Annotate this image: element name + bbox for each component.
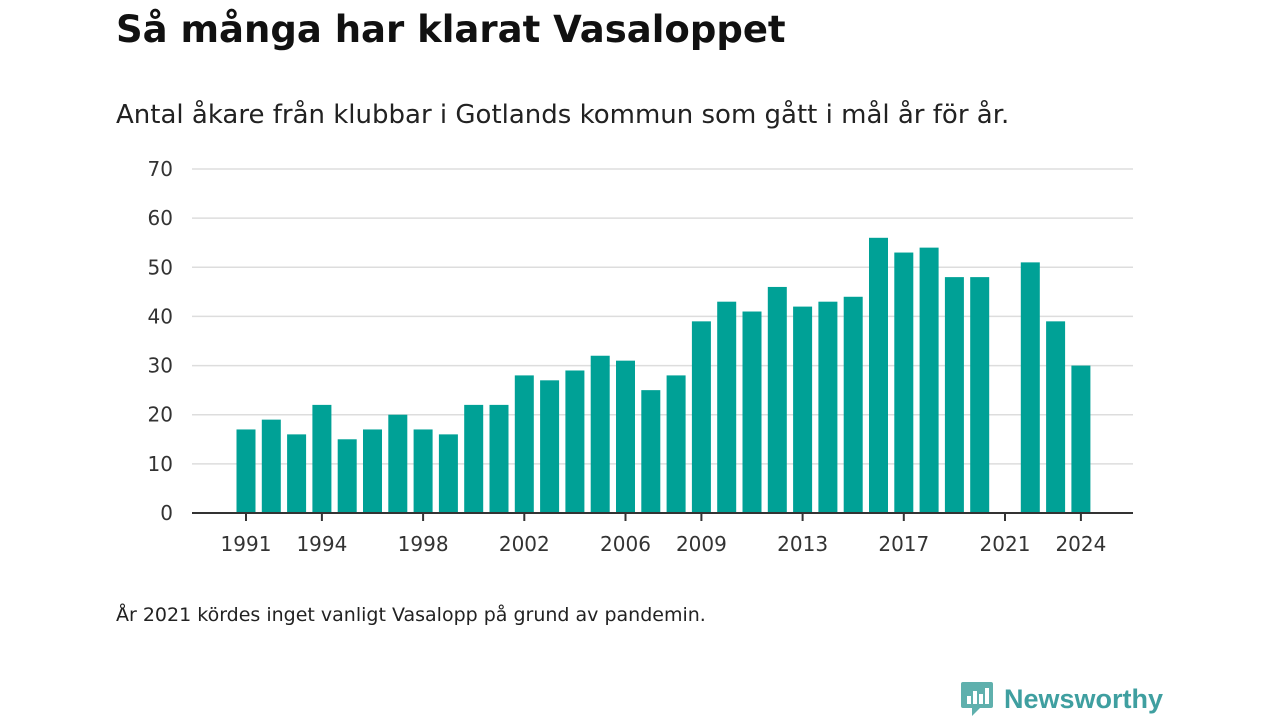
bar-2006 — [616, 360, 635, 513]
x-tick-label: 2021 — [980, 532, 1031, 556]
x-tick-label: 1998 — [398, 532, 449, 556]
bar-2014 — [818, 301, 838, 513]
y-tick-label: 20 — [148, 403, 173, 427]
bar-2011 — [742, 311, 762, 513]
brand-logo: Newsworthy — [960, 680, 1163, 718]
bar-1996 — [363, 429, 382, 513]
chart-title: Så många har klarat Vasaloppet — [116, 8, 786, 51]
y-tick-label: 0 — [160, 501, 173, 525]
bar-1993 — [287, 434, 307, 513]
y-tick-label: 60 — [148, 206, 173, 230]
newsworthy-logo-icon — [961, 682, 993, 716]
bar-2012 — [767, 286, 787, 513]
x-tick-label: 1991 — [221, 532, 272, 556]
x-tick-label: 2017 — [878, 532, 929, 556]
y-tick-label: 10 — [148, 452, 173, 476]
bar-2002 — [514, 375, 534, 513]
bar-2022 — [1020, 262, 1040, 513]
bar-2003 — [540, 380, 560, 513]
x-tick-label: 2013 — [777, 532, 828, 556]
bar-1991 — [236, 429, 256, 513]
bar-2015 — [843, 296, 863, 513]
bar-2016 — [869, 237, 888, 514]
bar-2023 — [1046, 321, 1066, 513]
bar-2018 — [919, 247, 939, 513]
y-tick-label: 40 — [148, 304, 173, 328]
bar-2010 — [717, 301, 737, 513]
bar-2005 — [590, 355, 610, 513]
bar-2019 — [944, 277, 964, 513]
x-tick-label: 2024 — [1055, 532, 1106, 556]
bar-1995 — [337, 439, 357, 513]
bar-1998 — [413, 429, 433, 513]
chart-subtitle: Antal åkare från klubbar i Gotlands komm… — [116, 100, 1010, 130]
bar-2020 — [970, 277, 990, 513]
bar-2009 — [691, 321, 711, 513]
x-tick-label: 2002 — [499, 532, 550, 556]
bar-1992 — [261, 419, 281, 513]
x-tick-label: 2009 — [676, 532, 727, 556]
y-tick-label: 30 — [148, 354, 173, 378]
y-tick-label: 50 — [148, 255, 173, 279]
bar-2013 — [793, 306, 813, 513]
footnote: År 2021 kördes inget vanligt Vasalopp på… — [116, 604, 706, 626]
bar-2004 — [565, 370, 585, 513]
x-tick-label: 2006 — [600, 532, 651, 556]
bar-2001 — [489, 404, 509, 513]
bar-1997 — [388, 414, 408, 513]
bar-2024 — [1071, 365, 1091, 513]
bar-2007 — [641, 390, 661, 513]
brand-name: Newsworthy — [1004, 683, 1164, 714]
bar-2017 — [894, 252, 914, 513]
bar-1994 — [312, 404, 332, 513]
bar-1999 — [438, 434, 458, 513]
bar-chart: 0 10 20 30 40 50 60 70 1991 1994 1998 2002 2006 2009 2… — [148, 157, 1133, 556]
bar-2008 — [666, 375, 686, 513]
bar-2000 — [464, 404, 484, 513]
x-tick-label: 1994 — [296, 532, 347, 556]
y-tick-label: 70 — [148, 157, 173, 181]
